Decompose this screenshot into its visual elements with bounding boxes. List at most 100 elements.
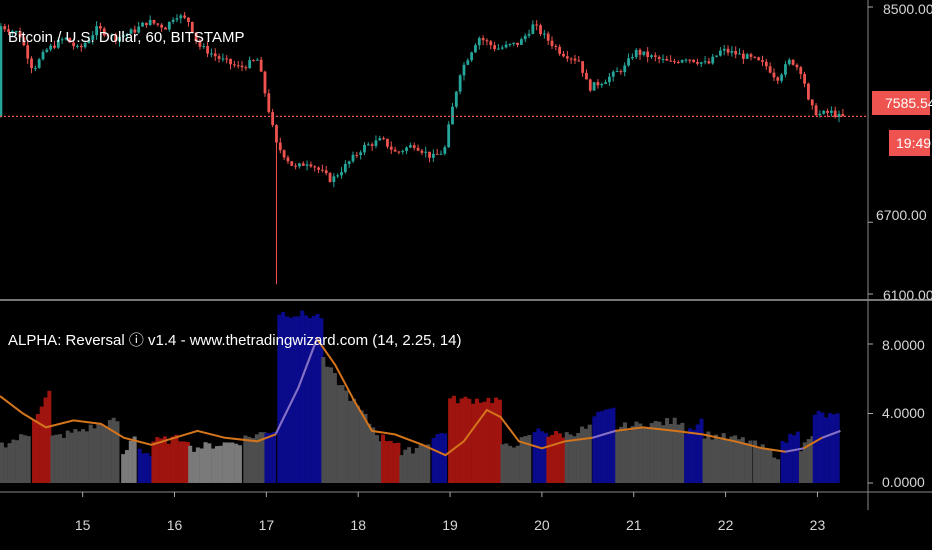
candle-body <box>45 49 49 52</box>
histogram-bar <box>611 407 616 483</box>
candle-body <box>30 58 33 69</box>
candle-body <box>562 53 565 57</box>
histogram-bar <box>426 444 431 483</box>
candle-body <box>841 113 845 116</box>
oscillator-pane[interactable] <box>0 310 841 483</box>
histogram-bar <box>403 449 408 483</box>
histogram-bar <box>115 421 120 483</box>
candle-body <box>822 110 826 114</box>
osc-tick-4: 4.0000 <box>882 405 925 421</box>
histogram-bar <box>100 424 105 483</box>
candle-body <box>10 31 14 33</box>
candle-body <box>462 64 466 76</box>
histogram-bar <box>300 310 305 483</box>
histogram-bar <box>151 441 156 483</box>
candle-body <box>726 48 730 53</box>
histogram-bar <box>374 435 379 483</box>
histogram-bar <box>378 441 383 483</box>
histogram-bar <box>439 433 444 483</box>
candle-body <box>133 29 137 33</box>
candle-body <box>121 35 125 37</box>
histogram-bar <box>384 441 389 483</box>
histogram-bar <box>710 439 715 483</box>
histogram-bar <box>672 417 677 483</box>
candle-body <box>500 47 504 49</box>
histogram-bar <box>572 436 577 483</box>
candle-body <box>56 39 60 48</box>
histogram-bar <box>88 424 93 483</box>
histogram-bar <box>554 431 559 483</box>
signal-line-segment <box>821 429 841 439</box>
candle-body <box>477 38 481 46</box>
candle-body <box>343 163 347 173</box>
histogram-bar <box>812 414 817 483</box>
candle-body <box>569 58 573 60</box>
candle-body <box>447 124 451 148</box>
candle-body <box>454 91 458 107</box>
histogram-bar <box>536 428 541 483</box>
x-tick-label: 16 <box>167 517 183 533</box>
histogram-bar <box>207 443 212 483</box>
candle-body <box>179 15 183 19</box>
candle-body <box>753 56 757 58</box>
candle-body <box>171 19 175 22</box>
candle-body <box>787 59 791 65</box>
histogram-bar <box>564 432 569 483</box>
histogram-bar <box>561 437 566 483</box>
candle-body <box>336 175 340 177</box>
x-tick-label: 18 <box>350 517 366 533</box>
candle-body <box>33 67 37 69</box>
histogram-bar <box>65 430 70 483</box>
candle-body <box>481 38 485 41</box>
candle-body <box>183 15 187 18</box>
histogram-bar <box>497 399 502 483</box>
histogram-bar <box>288 317 293 483</box>
histogram-bar <box>188 445 193 483</box>
candle-body <box>504 44 508 48</box>
histogram-bar <box>798 451 804 483</box>
candle-body <box>489 41 493 46</box>
candle-body <box>229 58 232 65</box>
candle-body <box>156 23 160 25</box>
histogram-bar <box>645 428 650 483</box>
candle-body <box>313 166 317 168</box>
histogram-bar <box>340 385 345 483</box>
histogram-bar <box>764 449 769 483</box>
candle-body <box>546 33 550 41</box>
histogram-bar <box>702 438 707 483</box>
candle-body <box>412 145 416 148</box>
histogram-bar <box>638 423 643 483</box>
histogram-bar <box>315 313 320 483</box>
candle-body <box>791 59 795 65</box>
price-chart-title: Bitcoin / U.S. Dollar, 60, BITSTAMP <box>8 29 244 46</box>
candle-body <box>734 51 738 55</box>
candle-body <box>703 61 707 63</box>
histogram-bar <box>58 434 63 483</box>
histogram-bar <box>185 442 190 483</box>
signal-line-segment <box>785 447 804 453</box>
histogram-bar <box>478 402 483 483</box>
candle-body <box>730 51 734 53</box>
candle-body <box>680 60 684 63</box>
price-tick-6100: 6100.00 <box>883 287 932 303</box>
histogram-bar <box>272 431 277 483</box>
candle-body <box>661 58 665 60</box>
histogram-bar <box>748 440 753 483</box>
histogram-bar <box>363 413 368 483</box>
histogram-bar <box>653 420 658 483</box>
candle-body <box>818 113 822 116</box>
histogram-bar <box>344 390 349 483</box>
histogram-bar <box>254 434 259 483</box>
histogram-bar <box>381 434 386 483</box>
histogram-bar <box>304 315 309 483</box>
histogram-bar <box>73 429 78 483</box>
histogram-bar <box>583 428 588 483</box>
candle-body <box>60 39 64 41</box>
histogram-bar <box>784 442 789 483</box>
histogram-bar <box>544 433 549 483</box>
histogram-bar <box>243 435 248 483</box>
price-pane[interactable] <box>0 12 868 285</box>
candle-body <box>416 147 420 151</box>
candle-body <box>619 71 623 73</box>
